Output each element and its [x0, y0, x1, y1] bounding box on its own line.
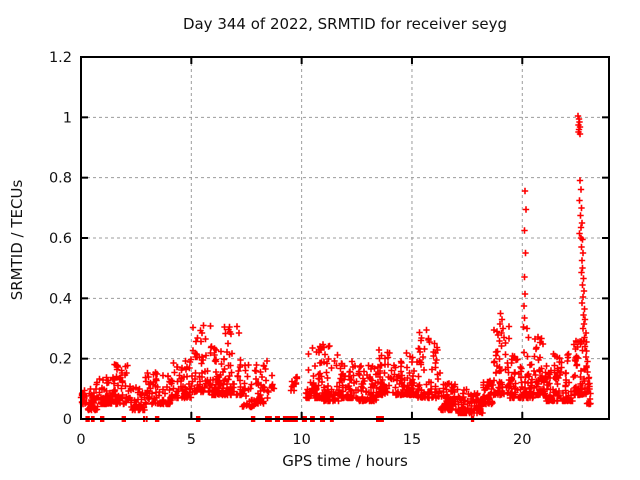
x-tick-label: 10 [292, 432, 310, 448]
y-tick-label: 0.6 [49, 231, 72, 247]
y-tick-label: 0 [63, 412, 72, 428]
x-tick-label: 15 [403, 432, 421, 448]
chart-title: Day 344 of 2022, SRMTID for receiver sey… [182, 15, 508, 33]
y-tick-label: 0.4 [49, 291, 72, 307]
x-tick-label: 5 [187, 432, 196, 448]
x-tick-label: 0 [76, 432, 85, 448]
x-axis-label: GPS time / hours [282, 452, 408, 470]
x-tick-label: 20 [513, 432, 531, 448]
y-tick-label: 1 [63, 110, 72, 126]
y-tick-label: 0.2 [49, 352, 72, 368]
scatter-points [77, 112, 594, 417]
y-tick-label: 0.8 [49, 171, 72, 187]
y-tick-label: 1.2 [49, 50, 72, 66]
